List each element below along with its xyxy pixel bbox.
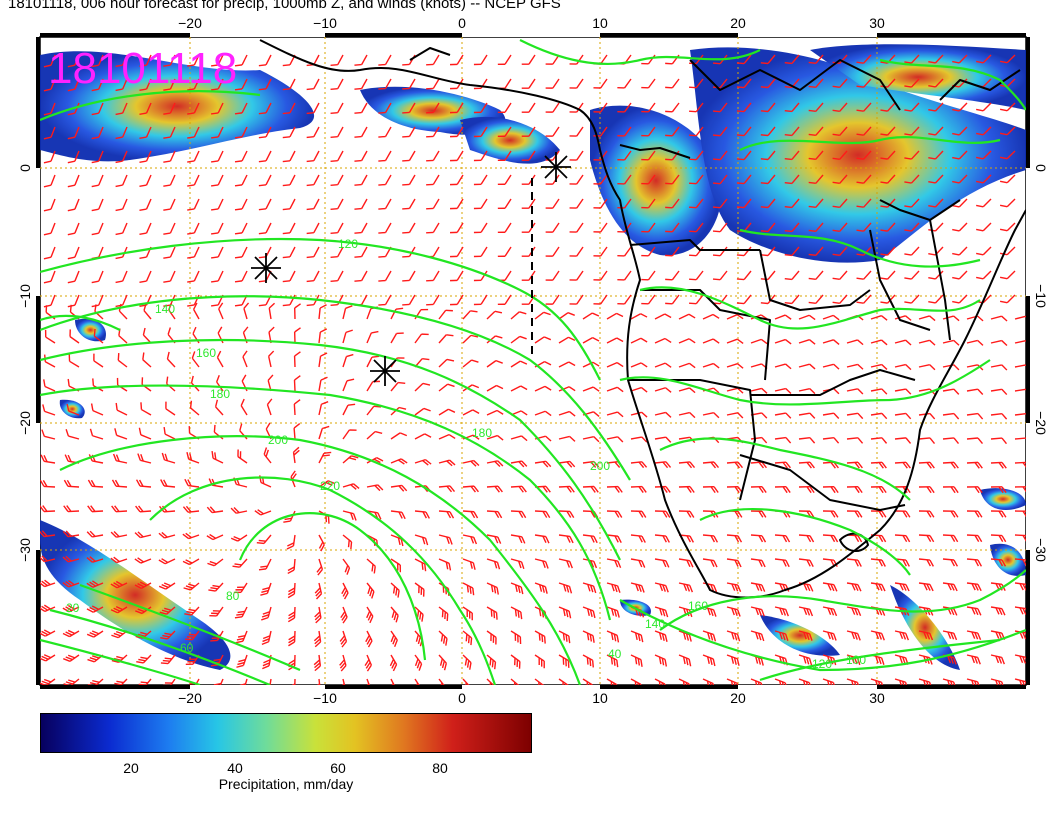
svg-text:−20: −20	[178, 15, 202, 31]
svg-text:30: 30	[869, 690, 885, 706]
svg-text:−20: −20	[1033, 411, 1049, 435]
svg-text:−20: −20	[178, 690, 202, 706]
contour-label: 120	[812, 657, 832, 671]
svg-text:0: 0	[1033, 164, 1049, 172]
svg-text:0: 0	[458, 690, 466, 706]
contour-label: 160	[688, 599, 708, 613]
contour-label: 120	[338, 237, 358, 251]
contour-label: 200	[590, 459, 610, 473]
contour-label: 80	[226, 589, 240, 603]
height-contours	[40, 39, 1026, 685]
svg-text:30: 30	[869, 15, 885, 31]
svg-text:20: 20	[730, 690, 746, 706]
svg-text:20: 20	[730, 15, 746, 31]
precipitation-colorbar	[40, 713, 532, 753]
svg-text:−20: −20	[17, 411, 33, 435]
contour-label: 140	[645, 617, 665, 631]
svg-text:−10: −10	[1033, 284, 1049, 308]
lat-labels-right: 0 −10 −20 −30	[1033, 164, 1049, 562]
station-markers	[251, 152, 571, 386]
colorbar-tick: 40	[227, 760, 243, 776]
timestamp-stamp: 18101118	[48, 44, 237, 93]
colorbar-label: Precipitation, mm/day	[218, 776, 354, 792]
contour-label: 140	[155, 302, 175, 316]
svg-text:10: 10	[592, 15, 608, 31]
lon-labels-bottom: −20 −10 0 10 20 30	[178, 690, 885, 706]
contour-label: 60	[180, 641, 194, 655]
asterisk-marker	[251, 253, 281, 283]
svg-text:−30: −30	[1033, 538, 1049, 562]
colorbar-tick: 20	[123, 760, 139, 776]
contour-label: 180	[210, 387, 230, 401]
contour-label: 180	[472, 426, 492, 440]
svg-text:−10: −10	[313, 15, 337, 31]
contour-labels: 120 140 160 180 200 220 200 180 160 140 …	[66, 237, 866, 671]
contour-label: 200	[268, 433, 288, 447]
contour-label: 160	[196, 346, 216, 360]
svg-text:10: 10	[592, 690, 608, 706]
colorbar-tick: 60	[330, 760, 346, 776]
svg-text:−30: −30	[17, 538, 33, 562]
asterisk-marker	[541, 152, 571, 182]
coastlines	[259, 39, 1026, 599]
contour-label: 100	[846, 653, 866, 667]
svg-text:0: 0	[17, 164, 33, 172]
colorbar-tick: 80	[432, 760, 448, 776]
axis-bars	[36, 33, 1030, 689]
map-title: 18101118, 006 hour forecast for precip, …	[8, 0, 561, 12]
lat-labels-left: 0 −10 −20 −30	[17, 164, 33, 562]
lon-labels-top: −20 −10 0 10 20 30	[178, 15, 885, 31]
svg-text:−10: −10	[17, 284, 33, 308]
svg-text:−10: −10	[313, 690, 337, 706]
asterisk-marker	[370, 356, 400, 386]
precipitation-field	[40, 44, 1026, 670]
contour-label: 40	[608, 647, 622, 661]
contour-label: 220	[320, 479, 340, 493]
svg-text:0: 0	[458, 15, 466, 31]
contour-label: 20	[66, 601, 80, 615]
